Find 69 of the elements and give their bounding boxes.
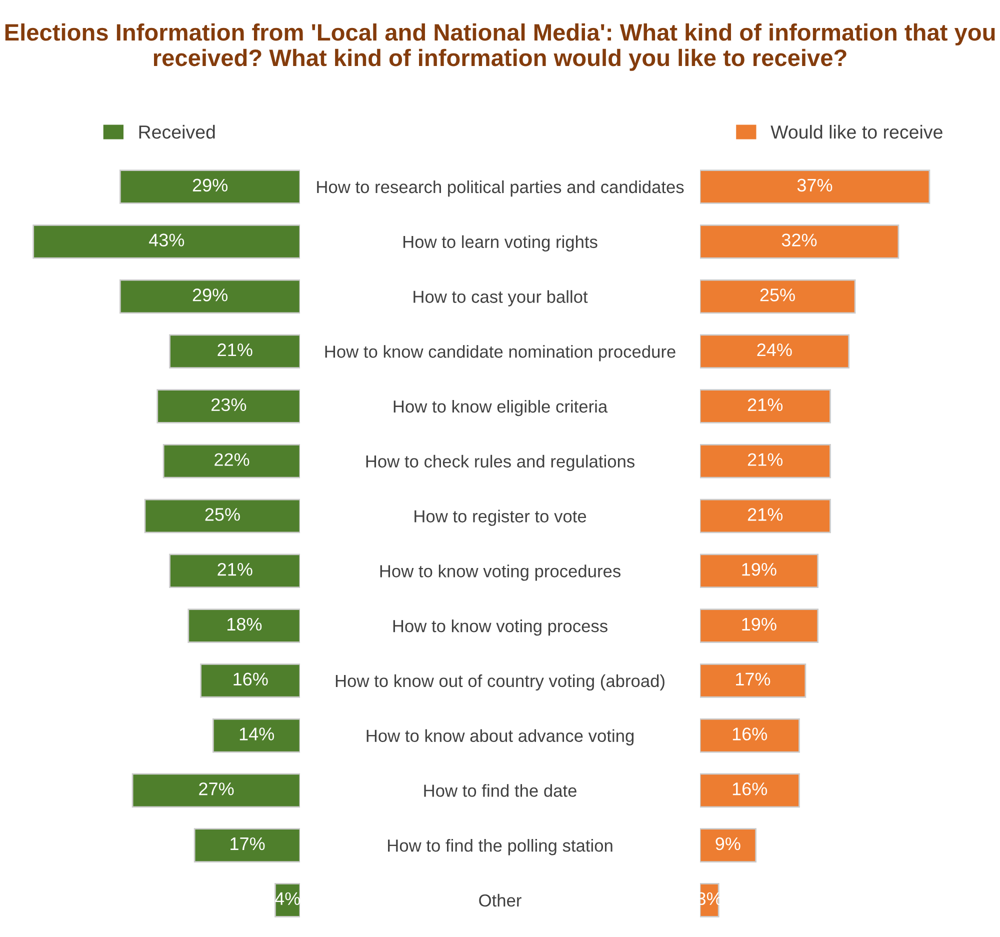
bar: [700, 608, 819, 643]
legend-label: Received: [139, 124, 215, 139]
y-tick-label: How to cast your ballot: [414, 290, 588, 306]
data-label: 9%: [716, 837, 740, 850]
data-label: 25%: [760, 288, 795, 302]
bar: [700, 773, 800, 808]
bar: [156, 389, 300, 424]
y-tick-label: How to know candidate nomination procedure: [325, 345, 676, 362]
data-label: 25%: [205, 508, 240, 521]
legend-label: Would like to receive: [770, 124, 942, 139]
bar: [700, 498, 831, 534]
data-label: 21%: [218, 343, 252, 356]
bar: [700, 664, 806, 698]
data-label: 32%: [782, 234, 817, 246]
data-label: 17%: [230, 837, 265, 850]
data-label: 14%: [240, 728, 274, 740]
bar: [700, 170, 930, 204]
y-tick-label: How to know out of country voting (abroad): [336, 674, 664, 691]
y-tick-label: How to find the date: [424, 784, 576, 797]
data-label: 22%: [214, 453, 250, 466]
data-label: 21%: [748, 398, 783, 412]
bar: [144, 498, 300, 534]
data-label: 19%: [742, 618, 776, 631]
y-tick-label: How to know voting procedures: [380, 564, 620, 581]
data-label: 21%: [748, 508, 783, 521]
data-label: 21%: [218, 562, 252, 576]
y-tick-label: How to register to vote: [414, 510, 586, 526]
bar: [700, 444, 831, 478]
bar: [700, 828, 757, 862]
data-label: 37%: [797, 178, 832, 192]
bar: [132, 773, 300, 808]
bar: [700, 389, 831, 424]
bar: [200, 664, 300, 698]
y-tick-label: Other: [479, 894, 522, 907]
data-label: 43%: [149, 234, 184, 246]
bar: [700, 554, 819, 588]
data-label: 29%: [192, 178, 228, 192]
bar: [212, 718, 300, 753]
bar: [188, 608, 300, 643]
data-label: 16%: [234, 672, 268, 686]
bar: [700, 279, 856, 314]
bar: [162, 444, 300, 478]
data-label: 23%: [212, 398, 246, 412]
y-tick-label: How to find the polling station: [388, 839, 612, 856]
bar: [700, 718, 800, 753]
y-tick-label: How to research political parties and candidates: [317, 180, 684, 197]
y-tick-label: How to check rules and regulations: [366, 454, 634, 472]
bar: [169, 554, 300, 588]
data-label: 16%: [732, 728, 768, 740]
bar: [169, 334, 300, 369]
y-tick-label: How to know about advance voting: [366, 729, 634, 746]
data-label: 17%: [736, 672, 770, 686]
data-label: 16%: [732, 782, 768, 796]
text: Elections Information from 'Local and National Media': What kind of information that you received? What kind of information would you like to receive?: [5, 23, 995, 71]
data-label: 27%: [199, 782, 234, 796]
bar: [700, 224, 900, 259]
y-tick-label: How to know eligible criteria: [394, 400, 608, 416]
data-label: 29%: [192, 288, 228, 302]
y-tick-label: How to learn voting rights: [403, 235, 598, 252]
bar: [194, 828, 300, 862]
y-tick-label: How to know voting process: [393, 619, 608, 636]
data-label: 24%: [757, 343, 792, 356]
data-label: 19%: [742, 562, 776, 576]
bar: [700, 334, 850, 369]
bar: [32, 224, 300, 259]
bar: [119, 170, 300, 204]
bar: [119, 279, 300, 314]
data-label: 18%: [227, 618, 262, 631]
data-label: 21%: [748, 453, 783, 466]
